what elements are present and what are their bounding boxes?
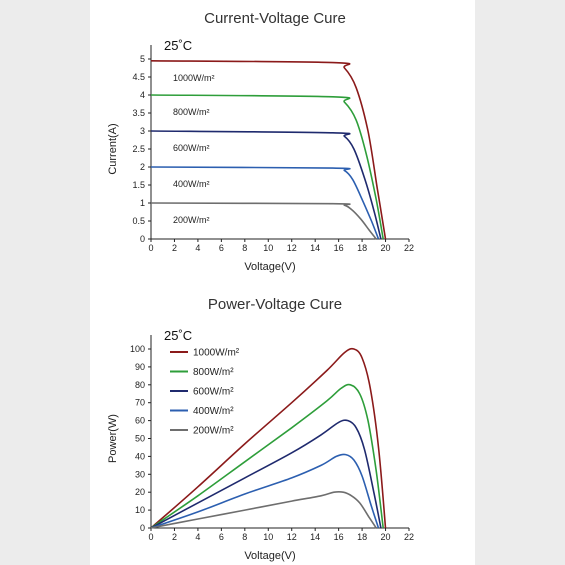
iv-series-group (151, 60, 387, 240)
pv-series-line (151, 453, 380, 529)
iv-curve-label: 600W/m² (173, 143, 210, 153)
pv-x-tick-label: 18 (357, 532, 367, 542)
iv-x-tick-label: 0 (148, 243, 153, 253)
pv-legend-label: 1000W/m² (193, 348, 240, 359)
iv-x-tick-label: 2 (172, 243, 177, 253)
pv-y-tick-label: 40 (135, 451, 145, 461)
pv-y-tick-label: 100 (130, 344, 145, 354)
pv-x-tick-label: 6 (219, 532, 224, 542)
pv-series-group (151, 347, 387, 529)
iv-x-tick-label: 20 (381, 243, 391, 253)
pv-legend-label: 600W/m² (193, 387, 234, 398)
iv-legend: 1000W/m² 800W/m² 600W/m² 400W/m² 200W/m² (173, 73, 215, 225)
pv-temperature-annotation: 25˚C (164, 328, 192, 343)
pv-y-tick-label: 30 (135, 469, 145, 479)
iv-x-axis-label: Voltage(V) (244, 261, 295, 273)
pv-x-tick-label: 0 (148, 532, 153, 542)
iv-y-tick-label: 5 (140, 54, 145, 64)
pv-series-line (151, 347, 387, 529)
pv-y-axis-label: Power(W) (107, 414, 119, 463)
pv-y-tick-label: 90 (135, 362, 145, 372)
iv-curve-label: 800W/m² (173, 107, 210, 117)
pv-series-line (151, 383, 384, 529)
iv-y-tick-label: 3 (140, 126, 145, 136)
pv-axes: 0 2 4 6 8 10 12 14 16 18 20 22 0 10 20 30 40 50 60 70 80 90 10… (107, 335, 414, 562)
charts-canvas: Current-Voltage Cure 0 2 4 6 8 10 12 14 16 18 20 22… (107, 10, 414, 562)
page-card: Current-Voltage Cure 0 2 4 6 8 10 12 14 16 18 20 22… (90, 0, 475, 565)
pv-y-tick-label: 80 (135, 380, 145, 390)
iv-y-tick-label: 1 (140, 198, 145, 208)
iv-x-tick-label: 4 (195, 243, 200, 253)
iv-temperature-annotation: 25˚C (164, 38, 192, 53)
iv-y-tick-label: 2 (140, 162, 145, 172)
pv-legend-label: 200W/m² (193, 426, 234, 437)
iv-y-tick-label: 0.5 (132, 216, 145, 226)
iv-x-tick-label: 10 (263, 243, 273, 253)
pv-x-tick-label: 12 (287, 532, 297, 542)
iv-y-axis-label: Current(A) (107, 123, 119, 174)
iv-y-tick-label: 3.5 (132, 108, 145, 118)
iv-chart: Current-Voltage Cure 0 2 4 6 8 10 12 14 16 18 20 22… (107, 10, 414, 273)
iv-axes: 0 2 4 6 8 10 12 14 16 18 20 22 0 0.5 1 1.5 2 2.5 3 3.5 4 4.5 5… (107, 45, 414, 273)
iv-series-line (151, 94, 384, 240)
pv-series-line (151, 490, 377, 529)
pv-x-tick-label: 14 (310, 532, 320, 542)
iv-y-tick-label: 2.5 (132, 144, 145, 154)
pv-y-tick-label: 50 (135, 434, 145, 444)
iv-x-tick-label: 6 (219, 243, 224, 253)
pv-y-tick-label: 10 (135, 505, 145, 515)
iv-series-line (151, 166, 380, 240)
pv-x-tick-label: 16 (334, 532, 344, 542)
pv-y-tick-label: 60 (135, 416, 145, 426)
iv-y-tick-label: 4 (140, 90, 145, 100)
pv-x-tick-label: 22 (404, 532, 414, 542)
pv-x-tick-label: 20 (381, 532, 391, 542)
iv-series-line (151, 130, 382, 240)
iv-x-tick-label: 12 (287, 243, 297, 253)
pv-x-tick-label: 10 (263, 532, 273, 542)
iv-y-tick-label: 4.5 (132, 72, 145, 82)
pv-x-tick-label: 8 (242, 532, 247, 542)
pv-y-tick-label: 0 (140, 523, 145, 533)
pv-x-tick-label: 4 (195, 532, 200, 542)
pv-x-tick-label: 2 (172, 532, 177, 542)
pv-x-axis-label: Voltage(V) (244, 550, 295, 562)
iv-x-tick-label: 22 (404, 243, 414, 253)
iv-series-line (151, 60, 387, 240)
pv-chart-title: Power-Voltage Cure (208, 296, 342, 313)
iv-series-line (151, 202, 377, 240)
iv-curve-label: 200W/m² (173, 215, 210, 225)
iv-x-tick-label: 8 (242, 243, 247, 253)
pv-legend-label: 400W/m² (193, 406, 234, 417)
iv-y-tick-label: 1.5 (132, 180, 145, 190)
pv-legend: 1000W/m² 800W/m² 600W/m² 400W/m² 200W/m² (170, 348, 240, 437)
pv-chart: Power-Voltage Cure 0 2 4 6 8 10 12 14 16 18 20 22 0 1… (107, 296, 414, 562)
pv-y-tick-label: 70 (135, 398, 145, 408)
iv-x-tick-label: 18 (357, 243, 367, 253)
iv-curve-label: 1000W/m² (173, 73, 215, 83)
iv-curve-label: 400W/m² (173, 179, 210, 189)
iv-chart-title: Current-Voltage Cure (204, 10, 346, 27)
iv-x-tick-label: 16 (334, 243, 344, 253)
iv-x-tick-label: 14 (310, 243, 320, 253)
pv-legend-label: 800W/m² (193, 367, 234, 378)
pv-y-tick-label: 20 (135, 487, 145, 497)
iv-y-tick-label: 0 (140, 234, 145, 244)
pv-series-line (151, 419, 382, 529)
